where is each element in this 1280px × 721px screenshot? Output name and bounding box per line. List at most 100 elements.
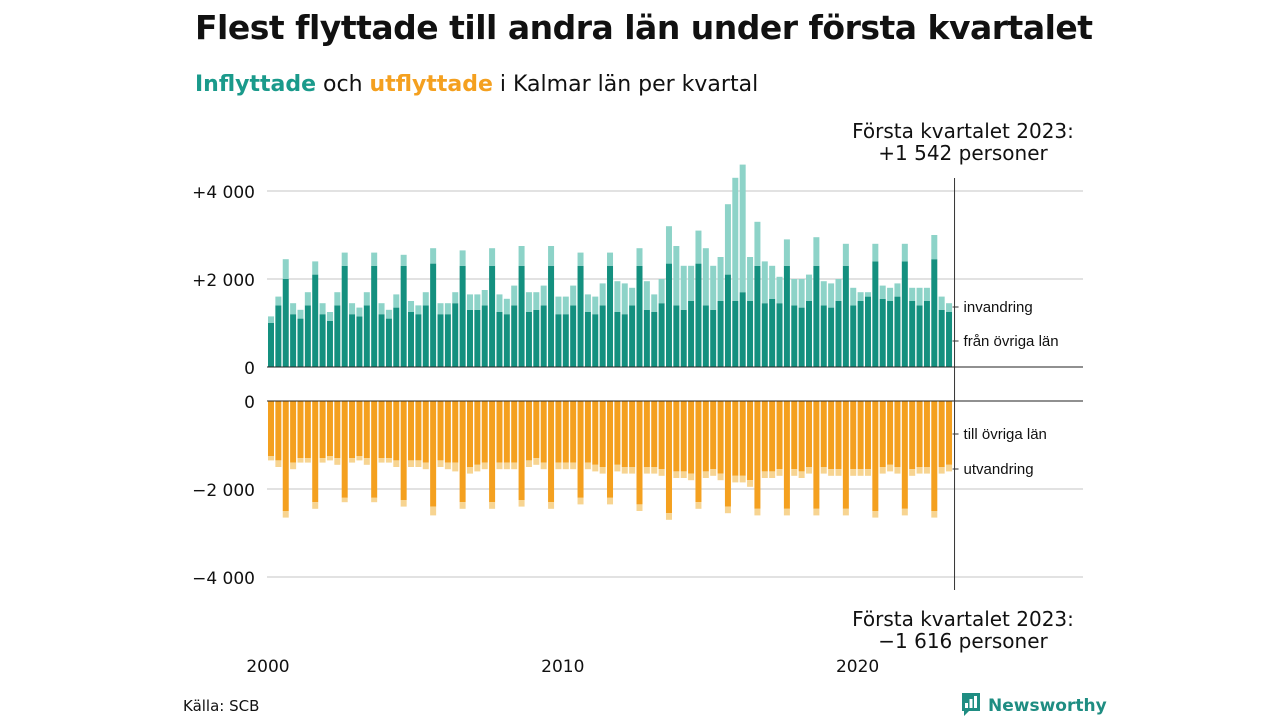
bar-out-emigration — [879, 467, 886, 474]
bar-in-immigration — [466, 294, 473, 310]
bar-out-emigration — [349, 458, 356, 463]
bar-in-immigration — [430, 248, 437, 264]
bar-in-domestic — [466, 309, 473, 367]
bar-out-domestic — [747, 401, 754, 481]
bar-in-domestic — [518, 265, 525, 367]
bar-out-emigration — [791, 469, 798, 476]
bar-out-domestic — [665, 401, 672, 514]
source-label: Källa: SCB — [183, 697, 260, 715]
bar-out-emigration — [430, 506, 437, 516]
bar-out-emigration — [894, 467, 901, 474]
bar-in-domestic — [909, 301, 916, 367]
bar-in-immigration — [555, 296, 562, 315]
bar-out-domestic — [481, 401, 488, 463]
bar-in-domestic — [621, 314, 628, 367]
bar-in-immigration — [724, 204, 731, 275]
bar-in-immigration — [371, 252, 378, 266]
bar-in-domestic — [297, 318, 304, 367]
bar-in-domestic — [864, 296, 871, 367]
bar-in-immigration — [673, 246, 680, 306]
bar-in-immigration — [363, 292, 370, 306]
bar-in-domestic — [702, 305, 709, 367]
bar-out-domestic — [525, 401, 532, 461]
bar-in-immigration — [548, 246, 555, 266]
bar-out-domestic — [422, 401, 429, 463]
bar-out-domestic — [474, 401, 481, 465]
series-label-in-domestic: från övriga län — [964, 333, 1059, 350]
bar-out-domestic — [356, 401, 363, 456]
bar-out-emigration — [901, 508, 908, 516]
brand-logo[interactable]: Newsworthy — [960, 692, 1107, 720]
y-tick-label: 0 — [244, 359, 255, 379]
bar-out-emigration — [688, 473, 695, 481]
bar-out-domestic — [850, 401, 857, 470]
bar-out-domestic — [680, 401, 687, 472]
bar-out-emigration — [710, 469, 717, 476]
bar-out-emigration — [665, 513, 672, 520]
bar-in-immigration — [452, 292, 459, 304]
bar-in-immigration — [592, 296, 599, 315]
bar-in-immigration — [894, 283, 901, 297]
bar-out-emigration — [702, 471, 709, 478]
bar-out-emigration — [621, 467, 628, 474]
bar-out-emigration — [717, 473, 724, 481]
bar-out-domestic — [732, 401, 739, 476]
bar-out-domestic — [636, 401, 643, 505]
bar-in-immigration — [747, 257, 754, 301]
bar-out-emigration — [268, 456, 274, 461]
bar-out-domestic — [842, 401, 849, 509]
bar-out-domestic — [430, 401, 437, 507]
bar-in-domestic — [444, 314, 451, 367]
bar-in-domestic — [665, 263, 672, 367]
bar-out-domestic — [312, 401, 319, 503]
bar-out-emigration — [938, 467, 945, 474]
bar-out-domestic — [459, 401, 466, 503]
bar-in-immigration — [828, 283, 835, 308]
bar-out-domestic — [489, 401, 496, 503]
bar-out-domestic — [658, 401, 665, 470]
bar-in-immigration — [695, 230, 702, 264]
bar-out-domestic — [378, 401, 385, 459]
bar-out-emigration — [747, 480, 754, 487]
series-label-in-immigration: invandring — [964, 299, 1033, 316]
bar-out-emigration — [636, 504, 643, 511]
bar-in-immigration — [518, 246, 525, 266]
bar-in-domestic — [629, 305, 636, 367]
bar-out-emigration — [422, 462, 429, 470]
bar-in-domestic — [806, 301, 813, 367]
bar-chart-speech-bubble-icon — [960, 691, 982, 721]
bar-in-domestic — [548, 265, 555, 367]
bar-in-domestic — [850, 305, 857, 367]
bar-in-domestic — [304, 305, 311, 367]
bar-in-domestic — [503, 314, 510, 367]
bar-out-domestic — [629, 401, 636, 467]
bar-in-domestic — [651, 312, 658, 367]
bar-in-domestic — [710, 309, 717, 367]
bar-in-domestic — [842, 265, 849, 367]
chart-subtitle: Inflyttade och utflyttade i Kalmar län p… — [195, 72, 758, 97]
bar-out-emigration — [555, 462, 562, 470]
bar-out-emigration — [481, 462, 488, 470]
bar-out-emigration — [400, 500, 407, 507]
bar-out-domestic — [319, 401, 326, 459]
bar-in-immigration — [356, 307, 363, 317]
bar-in-domestic — [525, 312, 532, 367]
bar-in-immigration — [754, 221, 761, 266]
bar-out-domestic — [540, 401, 547, 463]
bar-out-domestic — [673, 401, 680, 472]
bar-in-domestic — [717, 301, 724, 367]
bar-out-domestic — [946, 401, 953, 465]
series-label-out-domestic: till övriga län — [964, 426, 1047, 443]
bar-in-immigration — [312, 261, 319, 275]
bar-in-domestic — [312, 274, 319, 367]
bar-in-domestic — [732, 301, 739, 367]
bar-in-immigration — [444, 303, 451, 315]
bar-in-immigration — [916, 287, 923, 306]
bar-out-emigration — [732, 475, 739, 483]
bar-out-emigration — [739, 475, 746, 483]
bar-out-emigration — [319, 458, 326, 463]
bar-out-domestic — [511, 401, 518, 463]
subtitle-utflyttade: utflyttade — [369, 72, 493, 97]
bar-in-domestic — [820, 305, 827, 367]
bar-in-immigration — [400, 254, 407, 266]
